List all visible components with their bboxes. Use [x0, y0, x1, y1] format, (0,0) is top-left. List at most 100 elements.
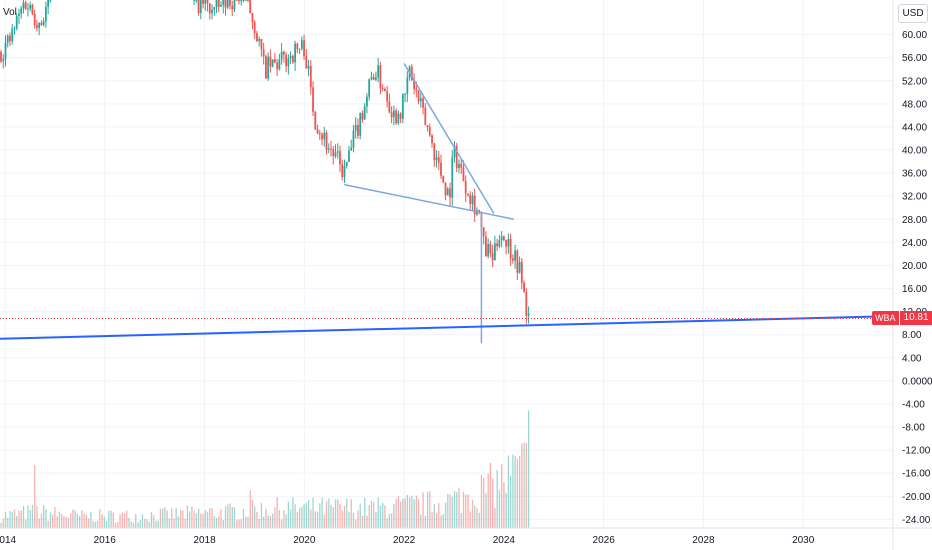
candle-body — [500, 236, 503, 241]
candle-body — [318, 133, 321, 135]
volume-bar — [334, 499, 337, 528]
volume-bar — [213, 516, 215, 528]
volume-bar — [191, 506, 193, 528]
volume-bar — [139, 520, 141, 528]
currency-button[interactable]: USD — [898, 4, 928, 23]
candle-body — [202, 0, 204, 4]
volume-bar — [200, 513, 202, 528]
last-price-badge: WBA 10.81 — [872, 311, 932, 325]
candle-body — [6, 35, 9, 43]
candle-body — [379, 65, 382, 88]
candle-body — [321, 134, 323, 140]
volume-bar — [402, 498, 404, 528]
volume-bar — [218, 516, 220, 528]
time-tick-label: 2028 — [692, 535, 715, 546]
candle-body — [392, 110, 395, 118]
volume-bar — [507, 455, 510, 528]
price-axis[interactable]: 60.00 56.00 52.00 48.00 44.00 40.00 36.00 32.00… — [892, 0, 932, 550]
volume-bar — [202, 514, 204, 528]
candle-body — [440, 162, 442, 176]
volume-bar — [61, 514, 63, 528]
volume-bar — [175, 507, 177, 528]
volume-bar — [159, 508, 162, 528]
candle-body — [22, 2, 25, 9]
volume-bar — [328, 498, 330, 528]
price-tick-label: 52.00 — [902, 76, 927, 87]
volume-bar — [132, 522, 135, 528]
volume-bar — [498, 490, 501, 528]
volume-bar — [184, 518, 186, 528]
volume-bar — [173, 518, 175, 528]
volume-bar — [54, 507, 56, 528]
volume-bar — [193, 511, 195, 528]
candle-body — [238, 0, 240, 2]
time-axis[interactable]: 2014 2016 2018 2020 2022 2024 2026 2028 2030 — [0, 527, 932, 546]
volume-bar — [25, 519, 27, 528]
volume-bar — [433, 504, 435, 528]
volume-bar — [65, 516, 67, 528]
candle-body — [485, 236, 487, 257]
candle-body — [323, 132, 326, 140]
trendlines[interactable] — [0, 63, 893, 344]
candle-body — [348, 150, 350, 162]
candle-body — [451, 157, 454, 198]
volume-bar — [31, 504, 34, 528]
volume-bar — [188, 511, 191, 528]
candle-body — [426, 125, 429, 128]
volume-bar — [155, 520, 157, 528]
candle-body — [282, 51, 285, 55]
volume-bars — [0, 410, 530, 528]
candle-body — [258, 39, 261, 42]
candle-body — [47, 0, 50, 7]
candle-body — [422, 98, 424, 108]
candle-body — [296, 43, 299, 50]
candle-body — [38, 22, 41, 28]
candle-body — [229, 0, 231, 6]
candle-body — [444, 182, 447, 196]
volume-bar — [518, 455, 521, 528]
volume-bar — [298, 508, 301, 528]
candle-body — [471, 195, 474, 204]
candle-body — [271, 59, 274, 67]
price-tick-label: 8.00 — [902, 330, 922, 341]
volume-bar — [18, 510, 20, 528]
candle-body — [433, 143, 436, 161]
volume-bar — [67, 517, 70, 528]
volume-bar — [153, 515, 155, 528]
volume-bar — [43, 505, 45, 528]
volume-bar — [2, 518, 4, 528]
volume-bar — [303, 504, 305, 528]
volume-bar — [36, 506, 38, 528]
price-tick-label: -24.00 — [902, 515, 931, 526]
volume-bar — [90, 511, 92, 528]
volume-bar — [99, 509, 101, 528]
candle-body — [397, 113, 400, 124]
price-tick-label: 48.00 — [902, 99, 927, 110]
volume-bar — [11, 511, 13, 528]
candle-body — [370, 77, 373, 80]
volume-bar — [272, 513, 274, 528]
volume-bar — [110, 510, 112, 528]
price-tick-label: 16.00 — [902, 284, 927, 295]
volume-bar — [474, 505, 476, 528]
volume-bar — [242, 508, 245, 528]
candle-body — [525, 292, 528, 316]
candle-body — [31, 4, 34, 14]
volume-bar — [348, 511, 350, 528]
volume-bar — [135, 513, 137, 528]
volume-bar — [121, 512, 123, 528]
price-tick-label: 20.00 — [902, 261, 927, 272]
volume-bar — [245, 516, 247, 528]
candle-body — [332, 149, 335, 157]
volume-bar — [337, 499, 339, 528]
candle-body — [233, 0, 236, 10]
volume-bar — [413, 499, 415, 528]
volume-bar — [285, 514, 287, 528]
volume-bar — [496, 470, 498, 528]
candle-body — [419, 98, 422, 102]
volume-bar — [78, 515, 81, 528]
candle-body — [395, 110, 398, 124]
candle-body — [44, 6, 47, 22]
volume-bar — [400, 501, 402, 528]
